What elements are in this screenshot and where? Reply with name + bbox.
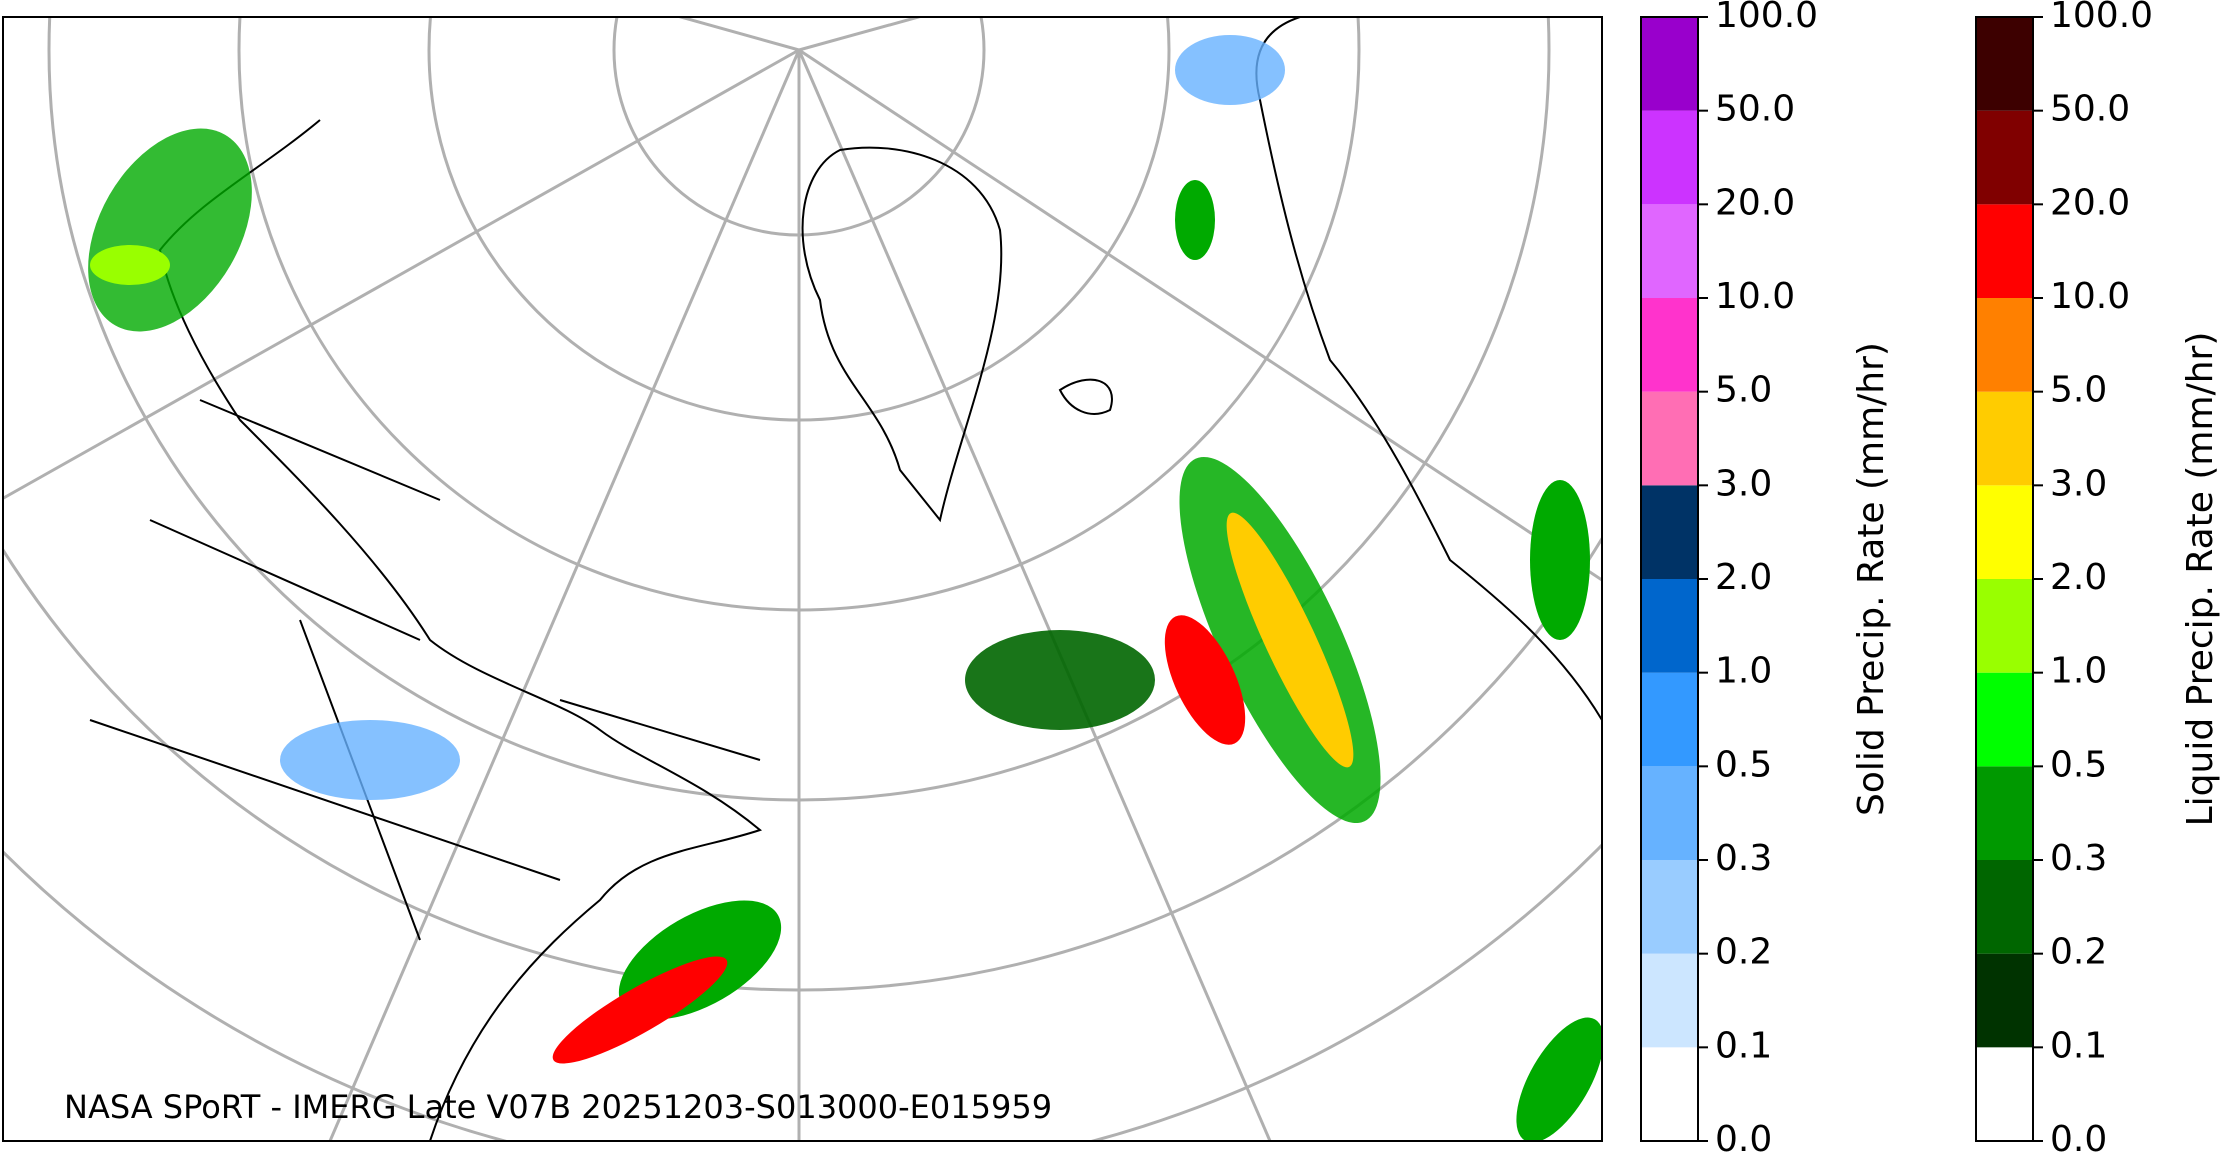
tick-label: 3.0	[1715, 463, 1772, 504]
tick-label: 0.0	[1715, 1119, 1772, 1160]
tick-label: 0.2	[1715, 932, 1772, 973]
colorbar-segment	[1976, 672, 2033, 767]
tick-label: 0.1	[1715, 1025, 1772, 1066]
tick-label: 5.0	[2050, 370, 2107, 411]
colorbar-segment	[1641, 204, 1698, 298]
colorbar-segment	[1641, 485, 1698, 579]
colorbar-segment	[1976, 1047, 2033, 1141]
coastlines	[89, 17, 1602, 1141]
tick-label: 2.0	[1715, 557, 1772, 598]
tick-label: 20.0	[2050, 182, 2130, 223]
colorbar-segment	[1976, 17, 2033, 111]
tick-label: 10.0	[2050, 276, 2130, 317]
tick-label: 1.0	[2050, 651, 2107, 692]
map	[3, 17, 1602, 1141]
tick-label: 5.0	[1715, 370, 1772, 411]
colorbar-segment	[1976, 391, 2033, 486]
caption: NASA SPoRT - IMERG Late V07B 20251203-S0…	[64, 1088, 1052, 1126]
tick-label: 50.0	[2050, 89, 2130, 130]
colorbar-segment	[1641, 1047, 1698, 1141]
colorbar-segment	[1976, 953, 2033, 1048]
tick-label: 0.3	[2050, 838, 2107, 879]
colorbar-segment	[1976, 766, 2033, 860]
tick-label: 0.5	[1715, 744, 1772, 785]
colorbar-segment	[1976, 110, 2033, 205]
colorbar-segment	[1641, 110, 1698, 205]
colorbar-segment	[1976, 204, 2033, 298]
colorbar-segment	[1976, 298, 2033, 392]
map-frame	[2, 16, 1603, 1142]
colorbar-segment	[1641, 17, 1698, 111]
tick-label: 100.0	[1715, 0, 1818, 36]
colorbar-segment	[1641, 298, 1698, 392]
colorbar-segment	[1976, 860, 2033, 954]
tick-label: 0.5	[2050, 744, 2107, 785]
tick-label: 100.0	[2050, 0, 2153, 36]
tick-label: 0.1	[2050, 1025, 2107, 1066]
tick-label: 1.0	[1715, 651, 1772, 692]
tick-label: 2.0	[2050, 557, 2107, 598]
tick-label: 0.0	[2050, 1119, 2107, 1160]
colorbar-segment	[1641, 953, 1698, 1048]
colorbar-segment	[1976, 485, 2033, 579]
colorbar-segment	[1641, 860, 1698, 954]
colorbar-label: Solid Precip. Rate (mm/hr)	[1851, 342, 1892, 816]
tick-label: 50.0	[1715, 89, 1795, 130]
tick-label: 0.3	[1715, 838, 1772, 879]
colorbar-segment	[1641, 672, 1698, 767]
tick-label: 0.2	[2050, 932, 2107, 973]
colorbar-label: Liquid Precip. Rate (mm/hr)	[2180, 332, 2221, 827]
colorbar-segment	[1641, 579, 1698, 673]
precipitation	[88, 35, 1602, 1141]
tick-label: 10.0	[1715, 276, 1795, 317]
tick-label: 3.0	[2050, 463, 2107, 504]
colorbar-segment	[1641, 766, 1698, 860]
colorbar-segment	[1641, 391, 1698, 486]
tick-label: 20.0	[1715, 182, 1795, 223]
graticule	[3, 17, 1602, 1141]
colorbar-segment	[1976, 579, 2033, 673]
